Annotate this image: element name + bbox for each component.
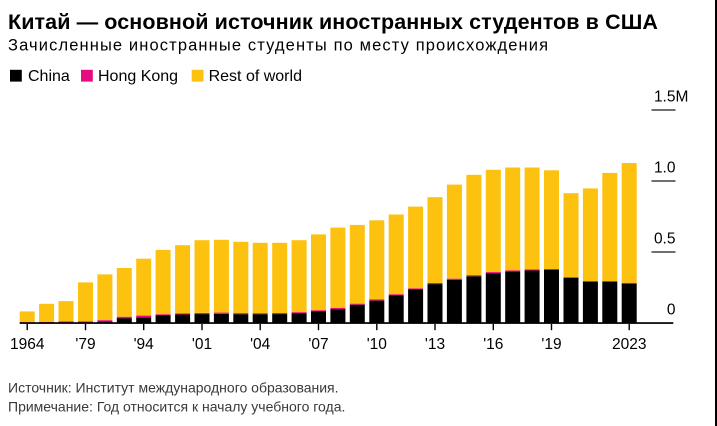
svg-text:'79: '79 [75, 336, 95, 353]
svg-text:1964: 1964 [10, 336, 45, 353]
svg-text:Китай — основной источник инос: Китай — основной источник иностранных ст… [8, 10, 658, 34]
svg-text:Примечание: Год относится к на: Примечание: Год относится к началу учебн… [8, 399, 345, 415]
svg-text:0: 0 [667, 301, 676, 318]
svg-text:'01: '01 [192, 336, 212, 353]
svg-text:Rest of world: Rest of world [209, 68, 302, 85]
svg-text:0.5: 0.5 [654, 230, 676, 247]
svg-text:'13: '13 [425, 336, 445, 353]
svg-text:1.0: 1.0 [654, 159, 676, 176]
svg-text:China: China [28, 68, 70, 85]
svg-text:'04: '04 [250, 336, 271, 353]
svg-text:'94: '94 [134, 336, 155, 353]
svg-text:M: M [676, 88, 689, 105]
svg-text:Hong Kong: Hong Kong [98, 68, 178, 85]
svg-text:Зачисленные иностранные студен: Зачисленные иностранные студенты по мест… [8, 37, 549, 55]
svg-text:2023: 2023 [612, 336, 646, 353]
svg-text:'19: '19 [541, 336, 561, 353]
svg-text:1.5: 1.5 [654, 88, 676, 105]
svg-text:Источник: Институт международн: Источник: Институт международного образо… [8, 380, 339, 396]
svg-text:'10: '10 [367, 336, 388, 353]
svg-text:'16: '16 [483, 336, 503, 353]
svg-text:'07: '07 [308, 336, 328, 353]
